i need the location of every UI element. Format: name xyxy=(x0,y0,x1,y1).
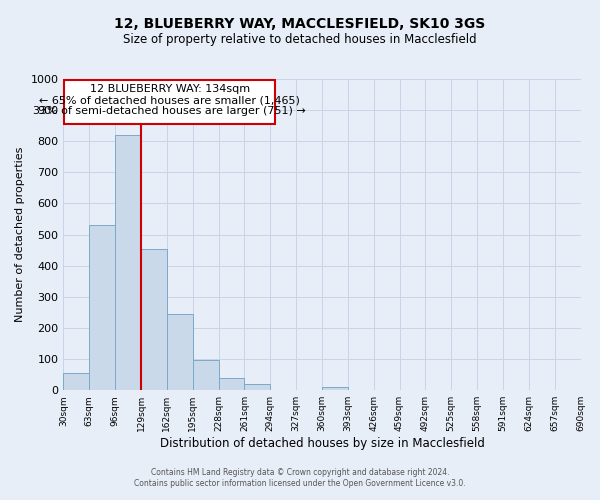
Bar xyxy=(322,387,348,390)
X-axis label: Distribution of detached houses by size in Macclesfield: Distribution of detached houses by size … xyxy=(160,437,484,450)
Y-axis label: Number of detached properties: Number of detached properties xyxy=(15,147,25,322)
Text: 12 BLUEBERRY WAY: 134sqm: 12 BLUEBERRY WAY: 134sqm xyxy=(89,84,250,94)
Text: 12, BLUEBERRY WAY, MACCLESFIELD, SK10 3GS: 12, BLUEBERRY WAY, MACCLESFIELD, SK10 3G… xyxy=(115,18,485,32)
Bar xyxy=(141,248,167,390)
Bar xyxy=(89,226,115,390)
Text: Contains HM Land Registry data © Crown copyright and database right 2024.
Contai: Contains HM Land Registry data © Crown c… xyxy=(134,468,466,487)
Bar xyxy=(115,135,141,390)
Text: ← 65% of detached houses are smaller (1,465): ← 65% of detached houses are smaller (1,… xyxy=(39,96,300,106)
Text: 33% of semi-detached houses are larger (751) →: 33% of semi-detached houses are larger (… xyxy=(34,106,306,116)
Bar xyxy=(64,373,89,390)
Bar xyxy=(244,384,270,390)
Bar xyxy=(193,360,218,390)
Bar xyxy=(218,378,244,390)
Text: Size of property relative to detached houses in Macclesfield: Size of property relative to detached ho… xyxy=(123,32,477,46)
FancyBboxPatch shape xyxy=(64,80,275,124)
Bar xyxy=(167,314,193,390)
